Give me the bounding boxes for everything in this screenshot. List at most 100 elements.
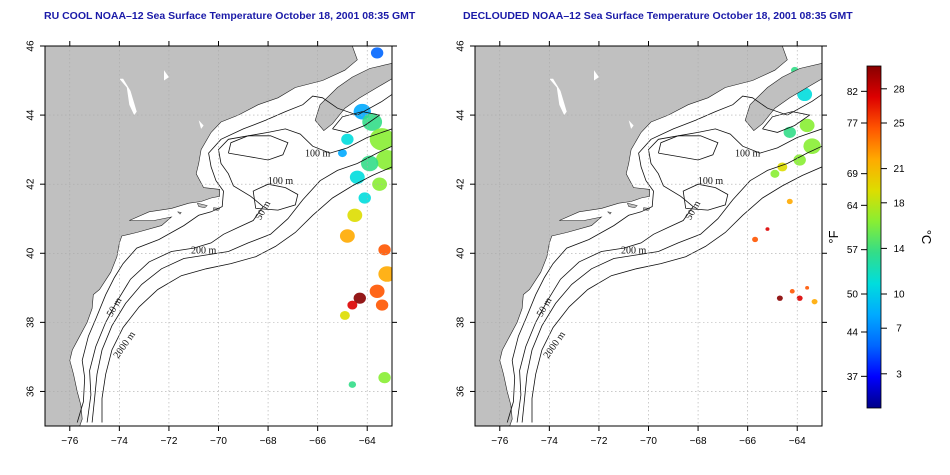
sst-patch (372, 177, 388, 191)
sst-patch (339, 310, 350, 320)
lake (549, 78, 567, 116)
land-nova-scotia (744, 62, 822, 132)
x-tick-label: −76 (61, 436, 78, 447)
sst-patch (752, 236, 759, 243)
x-tick-label: −68 (690, 436, 707, 447)
panel-title-left: RU COOL NOAA–12 Sea Surface Temperature … (44, 10, 416, 22)
x-tick-label: −68 (260, 436, 277, 447)
sst-patch (378, 266, 392, 282)
sst-patch (370, 47, 384, 59)
colorbar-f-label: 69 (847, 169, 859, 180)
sst-patch (361, 155, 379, 172)
lake (594, 70, 599, 81)
sst-patch (805, 286, 810, 290)
contour-label: 200 m (621, 245, 647, 256)
x-tick-label: −76 (491, 436, 508, 447)
x-tick-label: −70 (640, 436, 657, 447)
sst-patch (799, 118, 815, 133)
x-tick-label: −72 (160, 436, 177, 447)
land-nova-scotia (314, 62, 392, 132)
sst-patch (789, 289, 795, 294)
y-tick-label: 44 (26, 109, 37, 121)
colorbar-f-label: 44 (847, 328, 859, 339)
lake (164, 70, 169, 81)
contour-50m-coastal (76, 94, 392, 423)
colorbar-f-label: 77 (847, 119, 859, 130)
sst-patch (349, 170, 365, 184)
contour-100m (516, 128, 822, 423)
sst-patch (348, 381, 357, 388)
x-tick-label: −66 (309, 436, 326, 447)
lake (628, 120, 634, 129)
contour-scotian-shelf (332, 111, 381, 133)
colorbar-f-label: 82 (847, 87, 859, 98)
sst-patch (375, 149, 392, 171)
sst-patch (378, 244, 391, 256)
sst-patch (811, 298, 818, 305)
y-tick-label: 38 (26, 316, 37, 328)
colorbar-f-label: 37 (847, 372, 859, 383)
contour-georges-bank (252, 183, 299, 211)
colorbar-c-label: 14 (893, 244, 905, 255)
y-tick-label: 46 (26, 40, 37, 52)
contour-label: 100 m (305, 149, 331, 160)
land-mainland (45, 46, 358, 426)
colorbar-c-label: 3 (896, 369, 902, 380)
y-tick-label: 40 (26, 247, 37, 259)
contour-label: 100 m (735, 149, 761, 160)
sst-patch (347, 208, 363, 222)
sst-patch (369, 128, 392, 151)
colorbar-c-label: 7 (896, 324, 902, 335)
y-tick-label: 46 (456, 40, 467, 52)
sst-patch (369, 284, 385, 298)
y-tick-label: 36 (26, 385, 37, 397)
colorbar-f-label: 64 (847, 201, 859, 212)
sst-patch (796, 295, 803, 301)
colorbar: 82 77 69 64 57 50 44 37 28 25 21 18 14 10 7 3 °F °C (826, 65, 934, 409)
sst-patch (783, 126, 796, 138)
land-island (626, 202, 638, 208)
colorbar-unit-f: °F (826, 230, 841, 243)
contour-50m-coastal (506, 94, 822, 423)
sst-patch (347, 300, 358, 310)
colorbar-c-label: 28 (893, 84, 905, 95)
sst-patch (341, 133, 354, 145)
land-island (176, 211, 182, 215)
sst-patch (375, 299, 389, 311)
sst-patch (776, 295, 783, 301)
contour-georges-bank (682, 183, 729, 211)
contour-gulf-of-maine (658, 135, 719, 161)
x-tick-label: −74 (541, 436, 558, 447)
colorbar-c-label: 25 (893, 119, 905, 130)
x-tick-label: −64 (359, 436, 376, 447)
x-tick-label: −66 (739, 436, 756, 447)
colorbar-c-label: 10 (893, 290, 905, 301)
colorbar-bar (866, 65, 882, 409)
y-tick-label: 44 (456, 109, 467, 121)
y-tick-label: 38 (456, 316, 467, 328)
x-tick-label: −64 (789, 436, 806, 447)
land-mainland (475, 46, 788, 426)
contour-label: 100 m (698, 176, 724, 187)
y-tick-label: 40 (456, 247, 467, 259)
colorbar-f-label: 57 (847, 245, 859, 256)
lake (198, 120, 204, 129)
colorbar-f-label: 50 (847, 290, 859, 301)
sst-patch (803, 138, 821, 154)
land-island (196, 202, 208, 208)
sst-patch (358, 192, 371, 204)
sst-patch (765, 227, 770, 231)
sst-patch (793, 154, 806, 166)
y-tick-label: 36 (456, 385, 467, 397)
x-tick-label: −72 (590, 436, 607, 447)
sst-patch (353, 292, 366, 304)
colorbar-c-label: 18 (893, 198, 905, 209)
y-tick-label: 42 (456, 178, 467, 190)
colorbar-c-label: 21 (893, 164, 905, 175)
sst-patch (786, 198, 793, 205)
